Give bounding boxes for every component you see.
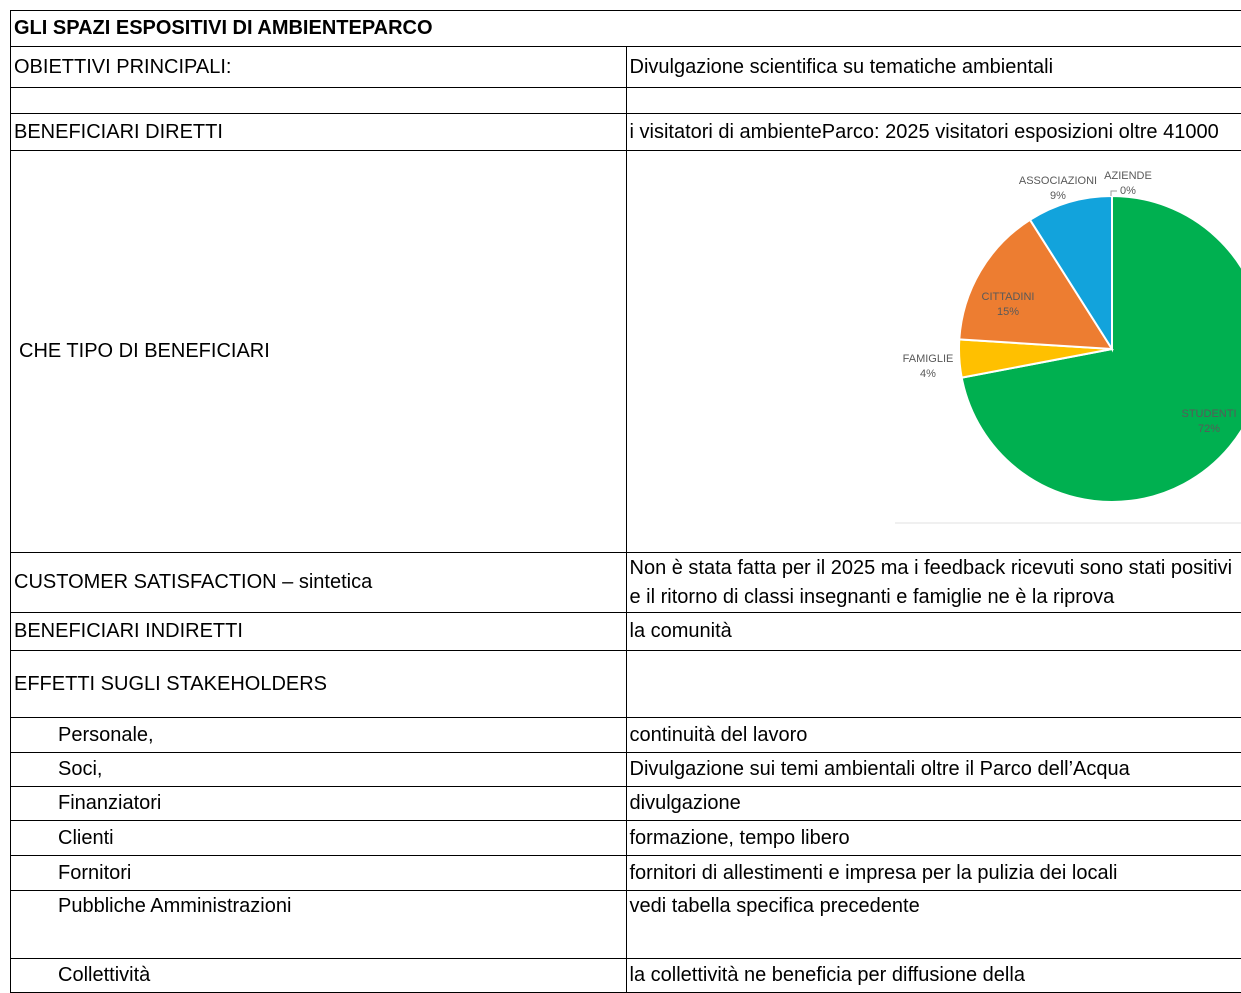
row-label: Clienti xyxy=(11,821,627,856)
table: GLI SPAZI ESPOSITIVI DI AMBIENTEPARCO OB… xyxy=(10,10,1241,993)
row-value: la collettività ne beneficia per diffusi… xyxy=(626,959,1241,993)
row-value: formazione, tempo libero xyxy=(626,821,1241,856)
row-value: la comunità xyxy=(626,613,1241,651)
row-label: EFFETTI SUGLI STAKEHOLDERS xyxy=(11,651,627,718)
slice-value-label: 15% xyxy=(996,305,1018,317)
row-value: Divulgazione scientifica su tematiche am… xyxy=(626,47,1241,88)
row-value: continuità del lavoro xyxy=(626,718,1241,753)
slice-label: CITTADINI xyxy=(981,290,1034,302)
row-label: Soci, xyxy=(11,753,627,787)
slice-value-label: 9% xyxy=(1050,189,1066,201)
row-label-text: CUSTOMER SATISFACTION – sintetica xyxy=(14,568,623,597)
row-value: fornitori di allestimenti e impresa per … xyxy=(626,856,1241,891)
row-label: BENEFICIARI INDIRETTI xyxy=(11,613,627,651)
row-value: Divulgazione sui temi ambientali oltre i… xyxy=(626,753,1241,787)
row-label: Personale, xyxy=(11,718,627,753)
row-label: Finanziatori xyxy=(11,787,627,821)
row-value: i visitatori di ambienteParco: 2025 visi… xyxy=(626,114,1241,151)
slice-value-label: 72% xyxy=(1197,422,1219,434)
slice-label: AZIENDE xyxy=(1104,169,1152,181)
pie-chart: STUDENTI 72% FAMIGLIE 4% CITTADINI 15% ASSOCIA… xyxy=(627,152,1241,552)
row-label-text: EFFETTI SUGLI STAKEHOLDERS xyxy=(14,668,623,700)
row-label: BENEFICIARI DIRETTI xyxy=(11,114,627,151)
row-value: vedi tabella specifica precedente xyxy=(626,891,1241,959)
row-value: Non è stata fatta per il 2025 ma i feedb… xyxy=(626,553,1241,613)
row-label: CUSTOMER SATISFACTION – sintetica xyxy=(11,553,627,613)
row-label: CHE TIPO DI BENEFICIARI xyxy=(11,151,627,553)
row-label: Fornitori xyxy=(11,856,627,891)
row-label: OBIETTIVI PRINCIPALI: xyxy=(11,47,627,88)
row-value: divulgazione xyxy=(626,787,1241,821)
row-label: Pubbliche Amministrazioni xyxy=(11,891,627,959)
row-label: Collettività xyxy=(11,959,627,993)
slice-value-label: 0% xyxy=(1120,184,1136,196)
title: GLI SPAZI ESPOSITIVI DI AMBIENTEPARCO xyxy=(11,11,1241,47)
slice-label: STUDENTI xyxy=(1181,407,1236,419)
slice-label: FAMIGLIE xyxy=(902,352,953,364)
slice-label: ASSOCIAZIONI xyxy=(1018,174,1096,186)
slice-value-label: 4% xyxy=(920,367,936,379)
